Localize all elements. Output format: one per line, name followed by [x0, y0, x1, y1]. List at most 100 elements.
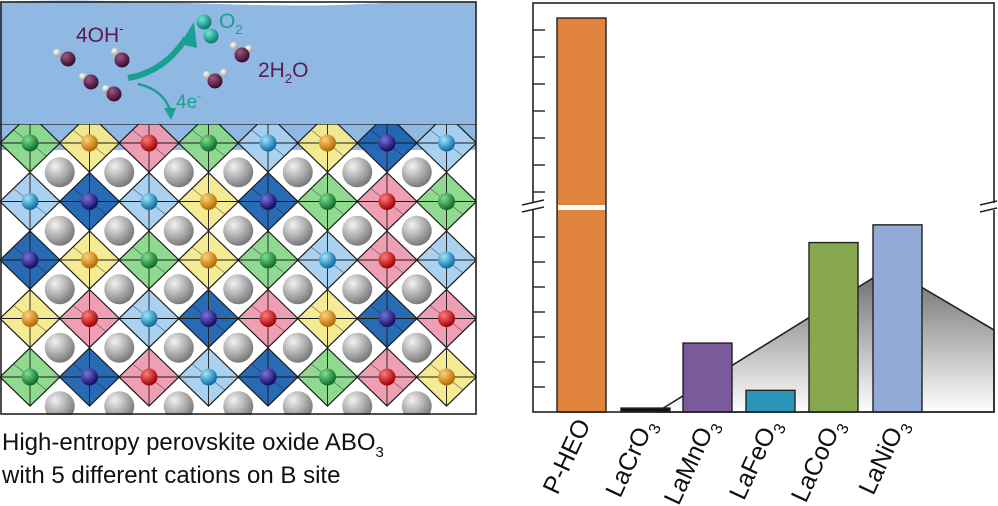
b-site-cation	[200, 251, 217, 269]
bo6-octahedron	[118, 124, 180, 173]
a-site-cation	[342, 157, 373, 188]
electron-arrow	[137, 82, 172, 111]
b-site-cation	[81, 310, 98, 327]
b-site-cation	[259, 193, 277, 210]
a-site-cation	[163, 274, 194, 305]
b-site-cation	[319, 310, 336, 327]
a-site-cation	[282, 332, 313, 363]
a-site-cation	[163, 332, 194, 363]
bo6-octahedron	[415, 288, 476, 349]
bo6-octahedron	[0, 288, 61, 349]
bo6-octahedron	[296, 347, 359, 407]
bo6-octahedron	[118, 288, 180, 349]
hydroxide-ion	[111, 48, 130, 68]
a-site-cation	[401, 332, 432, 363]
b-site-cation	[21, 251, 39, 269]
b-site-cation	[140, 134, 158, 152]
b-site-cation	[259, 368, 277, 386]
b-site-cation	[81, 134, 98, 152]
bo6-octahedron	[415, 171, 476, 232]
hydroxide-ion	[79, 73, 99, 90]
a-site-cation	[342, 274, 373, 305]
bo6-octahedron	[0, 171, 61, 232]
caption-line-2: with 5 different cations on B site	[1, 462, 340, 489]
bo6-octahedron	[237, 347, 299, 407]
b-site-cation	[140, 310, 158, 327]
a-site-cation	[401, 215, 432, 246]
bo6-octahedron	[237, 171, 299, 232]
bo6-octahedron	[0, 347, 61, 407]
b-site-cation	[21, 134, 39, 152]
electron-arrow-head-icon	[164, 108, 176, 120]
water-molecules	[203, 42, 253, 89]
left-panel-frame	[0, 1, 477, 415]
bo6-octahedron	[118, 171, 180, 232]
bo6-octahedron	[177, 124, 240, 173]
oxygen-label: O2	[219, 10, 243, 37]
bar-lacoo3	[808, 241, 859, 413]
a-site-cation	[223, 157, 254, 188]
b-site-cation	[200, 310, 217, 327]
b-site-cation	[259, 310, 277, 327]
b-site-cation	[378, 251, 396, 269]
bo6-octahedron	[356, 347, 418, 407]
b-site-cation	[259, 251, 277, 269]
bo6-octahedron	[118, 347, 180, 407]
b-site-cation	[200, 193, 217, 210]
b-site-cation	[21, 193, 39, 210]
b-site-cation	[140, 368, 158, 386]
bo6-octahedron	[415, 347, 476, 407]
x-label-p-heo: P-HEO	[538, 415, 597, 499]
water-molecule	[203, 69, 228, 89]
bo6-octahedron	[177, 288, 240, 349]
b-site-cation	[140, 193, 158, 210]
oxygen-arrow-head-icon	[180, 22, 197, 48]
a-site-cation	[282, 215, 313, 246]
hydroxide-ions	[53, 48, 130, 102]
b-site-cation	[378, 310, 396, 327]
bar-lamno3	[682, 342, 733, 413]
a-site-cation	[401, 391, 432, 415]
a-site-cation	[163, 391, 194, 415]
a-site-cation	[104, 215, 135, 246]
bo6-octahedron	[58, 347, 121, 407]
bar-p-heo	[556, 17, 607, 413]
b-site-cation	[438, 310, 455, 327]
bo6-octahedron	[356, 171, 418, 232]
caption-line-1: High-entropy perovskite oxide ABO3	[2, 429, 384, 461]
b-site-cation	[438, 134, 455, 152]
a-site-cation	[282, 157, 313, 188]
b-site-cation	[140, 251, 158, 269]
a-site-cation	[401, 157, 432, 188]
a-site-cation	[104, 274, 135, 305]
b-site-cation	[319, 193, 336, 210]
a-site-cation	[44, 391, 75, 415]
axis-break-left-icon	[521, 199, 545, 213]
bo6-octahedron	[177, 171, 240, 232]
left-panel: 4OH- O2 2H2O 4e- High-entropy perovskite…	[0, 0, 477, 489]
bo6-octahedron	[237, 288, 299, 349]
electrons-label: 4e-	[176, 89, 201, 113]
hydroxide-ion	[53, 49, 76, 67]
a-site-cation	[104, 332, 135, 363]
b-site-cation	[438, 251, 455, 269]
a-site-cation	[44, 157, 75, 188]
a-site-cation	[163, 157, 194, 188]
b-site-cation	[319, 134, 336, 152]
a-site-cation	[223, 274, 254, 305]
b-site-cation	[259, 134, 277, 152]
a-site-cation	[342, 332, 373, 363]
bo6-octahedron	[296, 230, 359, 290]
x-label-lafeo3: LaFeO3	[724, 415, 790, 506]
b-site-cation	[438, 193, 455, 210]
a-site-cation	[282, 274, 313, 305]
a-site-cation	[342, 391, 373, 415]
a-site-cation	[163, 215, 194, 246]
b-site-cation	[81, 368, 98, 386]
b-site-cation	[200, 368, 217, 386]
bar-break-gap	[558, 205, 605, 210]
a-site-cation	[44, 215, 75, 246]
bo6-octahedron	[237, 124, 299, 173]
